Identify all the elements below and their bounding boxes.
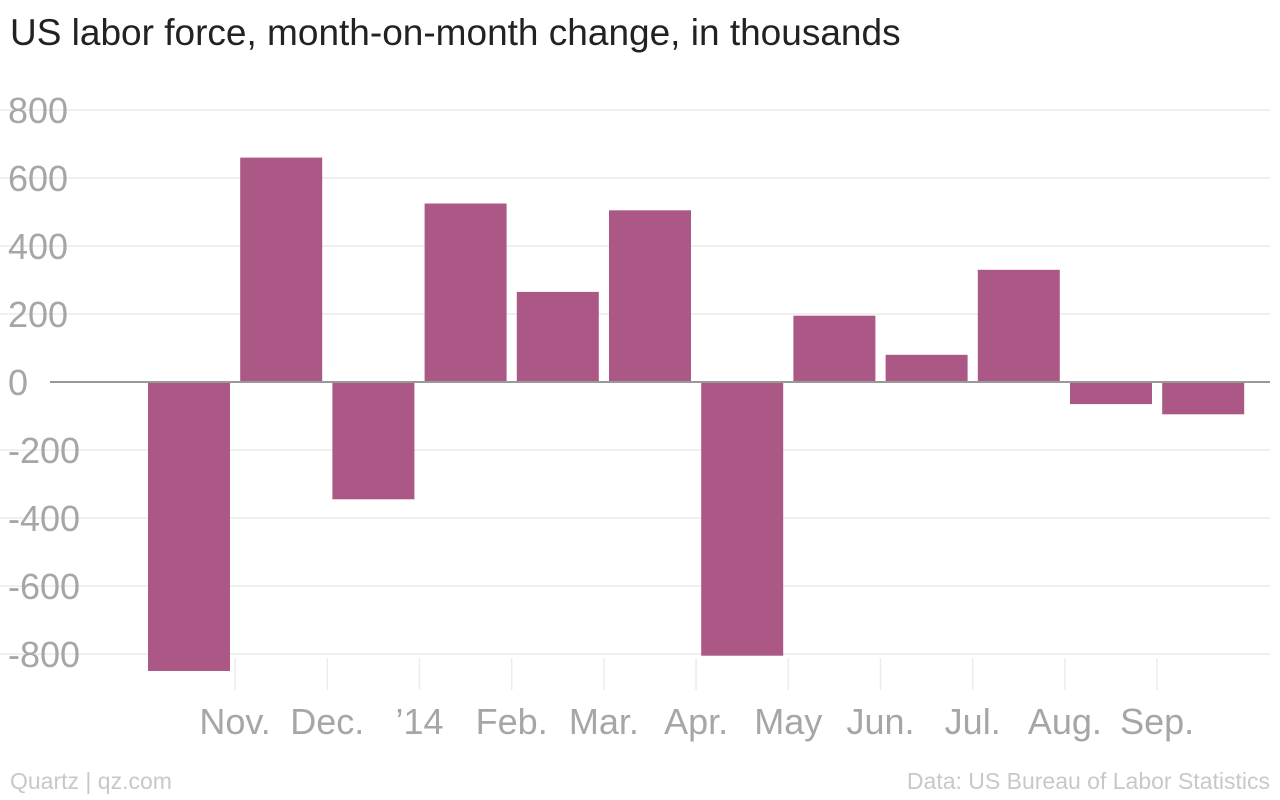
bar: Apr. 2014: -805 [701,382,784,656]
y-tick-label: -800 [8,634,80,675]
bar: Mar. 2014: 505 [609,210,691,382]
bar: Jun. 2014: 80 [885,354,968,382]
footer-data-source: Data: US Bureau of Labor Statistics [906,768,1270,794]
x-tick-label: Dec. [290,701,364,742]
y-tick-label: 600 [8,158,68,199]
bar: Jul. 2014: 330 [977,269,1060,382]
bar: Jan. 2014: 525 [424,203,507,382]
x-tick-label: May [754,701,822,742]
footer-credit: Quartz | qz.com [10,768,172,794]
y-tick-label: 400 [8,226,68,267]
y-tick-label: 200 [8,294,68,335]
x-tick-label: Aug. [1028,701,1102,742]
bar: Feb. 2014: 265 [516,291,599,382]
bar: May 2014: 195 [793,315,876,382]
y-tick-label: 800 [8,90,68,131]
x-tick-label: Sep. [1120,701,1194,742]
x-tick-label: Apr. [664,701,728,742]
bar: Sep. 2014: -95 [1162,382,1245,415]
x-tick-label: ’14 [395,701,443,742]
y-tick-label: 0 [8,362,28,403]
chart-title: US labor force, month-on-month change, i… [10,12,901,53]
y-tick-label: -600 [8,566,80,607]
bar: Aug. 2014: -65 [1070,382,1152,405]
bar: Oct. 2013: -850 [148,382,230,671]
x-tick-label: Mar. [569,701,639,742]
x-tick-label: Jun. [846,701,914,742]
bar: Nov. 2013: 660 [240,157,323,382]
y-axis-tick-labels: 800 600 400 200 0 -200 -400 -600 -800 [8,90,80,675]
x-tick-label: Jul. [945,701,1001,742]
x-tick-label: Nov. [199,701,270,742]
y-tick-label: -400 [8,498,80,539]
bars: Oct. 2013: -850Nov. 2013: 660Dec. 2013: … [148,157,1245,671]
bar-chart: 800 600 400 200 0 -200 -400 -600 -800 Nov. Dec. ’1… [0,90,1270,742]
y-tick-label: -200 [8,430,80,471]
bar: Dec. 2013: -345 [332,382,415,500]
x-tick-label: Feb. [476,701,548,742]
x-axis-ticks: Nov. Dec. ’14 Feb. Mar. Apr. May Jun. Jul. Aug. Se… [199,658,1194,742]
